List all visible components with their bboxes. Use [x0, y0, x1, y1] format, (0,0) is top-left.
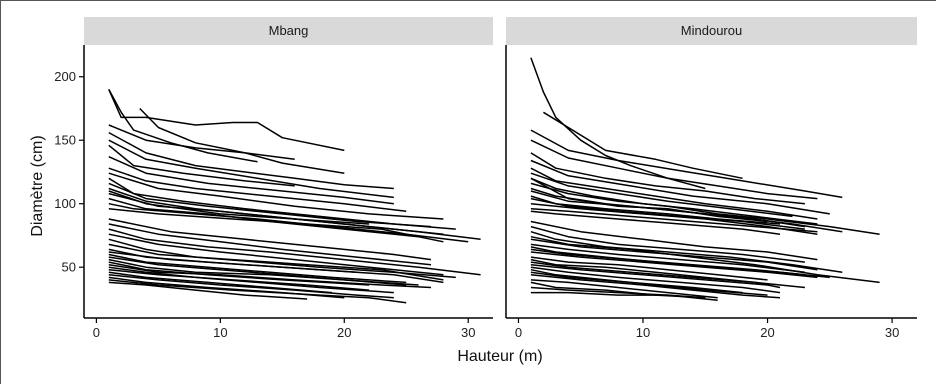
tree-profile-line [543, 112, 742, 178]
x-tick-label: 0 [515, 325, 522, 340]
series-lines [109, 89, 481, 302]
facet-panel-mindourou: Mindourou 0 10 20 30 [506, 17, 917, 340]
y-axis-title: Diamètre (cm) [29, 135, 46, 236]
tree-profile-line [109, 282, 307, 299]
series-lines [531, 58, 880, 301]
facet-panel-mbang: Mbang 0 10 20 30 [84, 17, 493, 340]
y-tick-label: 200 [54, 69, 76, 84]
facet-panels: Mbang 0 10 20 30 Mindourou 0 10 20 30 [84, 17, 917, 340]
x-tick-label: 0 [93, 325, 100, 340]
x-tick-label: 30 [461, 325, 475, 340]
x-tick-label: 10 [213, 325, 227, 340]
y-axis: 50 100 150 200 [54, 69, 84, 274]
y-tick-label: 150 [54, 133, 76, 148]
facet-strip-label: Mindourou [681, 23, 742, 38]
x-tick-label: 20 [337, 325, 351, 340]
tree-profile-line [109, 89, 344, 150]
x-tick-label: 20 [760, 325, 774, 340]
y-tick-label: 100 [54, 196, 76, 211]
x-axis-title: Hauteur (m) [457, 348, 542, 365]
y-tick-label: 50 [62, 260, 76, 275]
facet-strip-label: Mbang [269, 23, 309, 38]
x-tick-label: 10 [636, 325, 650, 340]
x-tick-label: 30 [885, 325, 899, 340]
